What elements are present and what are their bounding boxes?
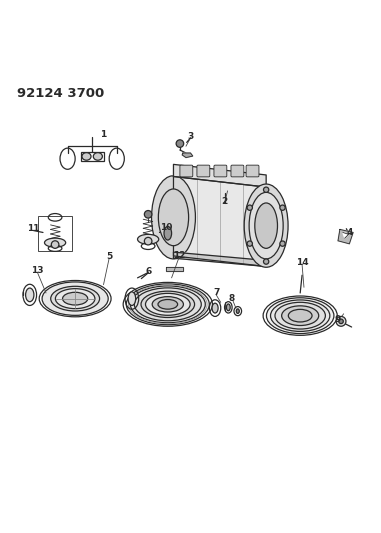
- Circle shape: [247, 241, 253, 246]
- Ellipse shape: [244, 184, 288, 267]
- Polygon shape: [182, 153, 193, 158]
- Text: 11: 11: [27, 224, 40, 233]
- Circle shape: [280, 205, 285, 211]
- Ellipse shape: [128, 292, 136, 305]
- Ellipse shape: [255, 203, 277, 248]
- Text: 4: 4: [346, 228, 352, 237]
- Text: 2: 2: [221, 197, 228, 206]
- Ellipse shape: [138, 235, 159, 244]
- Circle shape: [144, 211, 152, 218]
- Text: 92124 3700: 92124 3700: [16, 87, 104, 100]
- Polygon shape: [343, 232, 349, 238]
- Polygon shape: [173, 176, 266, 266]
- Ellipse shape: [164, 227, 171, 240]
- Ellipse shape: [158, 189, 189, 246]
- Text: 7: 7: [213, 288, 219, 297]
- Circle shape: [339, 319, 343, 324]
- Ellipse shape: [249, 192, 283, 259]
- Text: 6: 6: [145, 266, 151, 276]
- Ellipse shape: [55, 289, 95, 309]
- Ellipse shape: [236, 309, 239, 313]
- Text: 1: 1: [100, 131, 107, 139]
- Polygon shape: [173, 164, 266, 187]
- Circle shape: [264, 259, 269, 264]
- FancyBboxPatch shape: [214, 165, 227, 177]
- Text: 8: 8: [229, 294, 235, 303]
- Ellipse shape: [141, 291, 195, 318]
- Circle shape: [280, 241, 285, 246]
- Ellipse shape: [158, 300, 178, 309]
- Circle shape: [51, 241, 59, 248]
- Circle shape: [336, 317, 346, 326]
- Polygon shape: [166, 267, 183, 271]
- Polygon shape: [173, 252, 266, 266]
- Ellipse shape: [93, 152, 102, 160]
- Ellipse shape: [212, 303, 218, 313]
- Ellipse shape: [282, 306, 319, 326]
- Text: 13: 13: [31, 266, 43, 275]
- Circle shape: [264, 187, 269, 192]
- Ellipse shape: [45, 238, 66, 247]
- Ellipse shape: [82, 152, 91, 160]
- Ellipse shape: [146, 293, 190, 316]
- Bar: [81, 151, 104, 161]
- Ellipse shape: [266, 298, 334, 334]
- Ellipse shape: [134, 288, 201, 321]
- Text: 3: 3: [187, 132, 194, 141]
- Polygon shape: [338, 229, 353, 244]
- Ellipse shape: [26, 288, 34, 302]
- Text: 9: 9: [335, 315, 341, 324]
- Ellipse shape: [62, 292, 88, 305]
- FancyBboxPatch shape: [180, 165, 193, 177]
- Text: 5: 5: [106, 252, 112, 261]
- Bar: [38, 216, 72, 251]
- Ellipse shape: [288, 309, 312, 322]
- Ellipse shape: [51, 286, 99, 311]
- Circle shape: [247, 205, 253, 211]
- Ellipse shape: [226, 304, 230, 311]
- Ellipse shape: [130, 286, 205, 323]
- Text: 10: 10: [160, 223, 172, 232]
- Circle shape: [144, 237, 152, 245]
- Text: 12: 12: [173, 251, 186, 260]
- Ellipse shape: [42, 282, 108, 316]
- Text: 14: 14: [296, 258, 308, 267]
- Circle shape: [176, 140, 184, 147]
- Ellipse shape: [152, 297, 183, 312]
- Ellipse shape: [275, 302, 325, 329]
- Ellipse shape: [271, 300, 330, 332]
- Ellipse shape: [126, 284, 209, 325]
- FancyBboxPatch shape: [246, 165, 259, 177]
- FancyBboxPatch shape: [197, 165, 210, 177]
- Ellipse shape: [152, 176, 195, 259]
- FancyBboxPatch shape: [231, 165, 244, 177]
